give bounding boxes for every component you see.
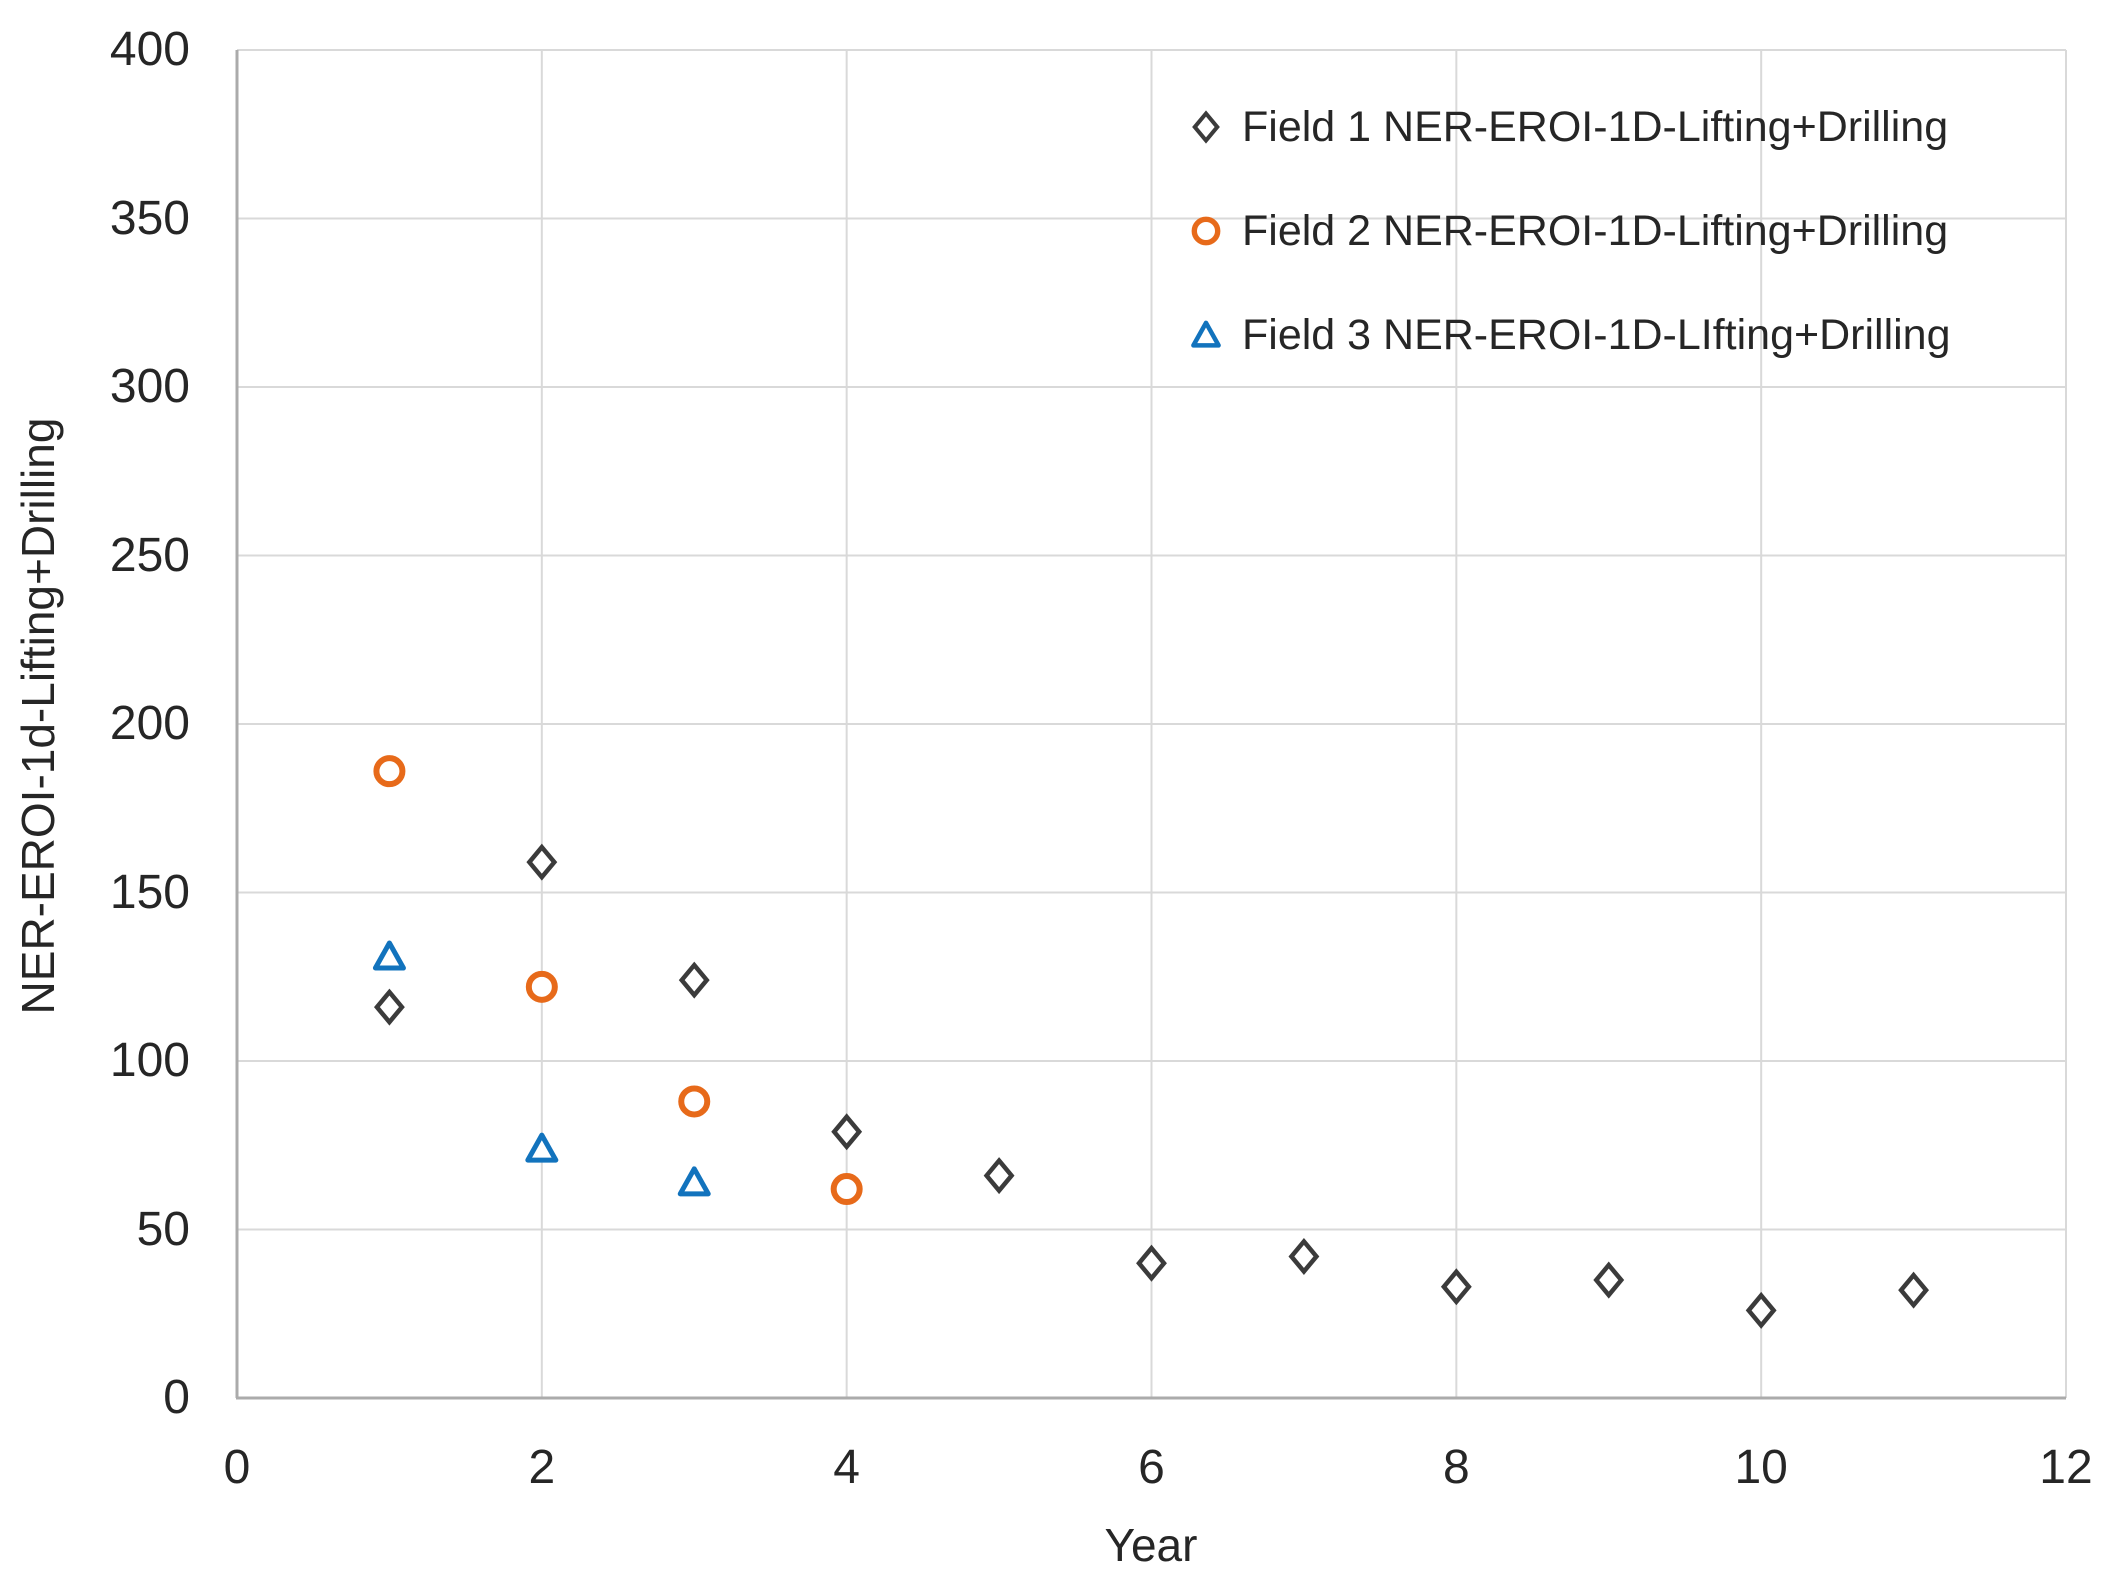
data-point-series1-year7 [1288,1237,1320,1275]
x-tick-label: 2 [528,1441,556,1494]
circle-shape [1191,216,1221,246]
y-tick-label: 250 [109,528,190,582]
data-point-series1-year1 [373,988,405,1026]
legend-label-field-3: Field 3 NER-EROI-1D-LIfting+Drilling [1242,310,1951,359]
x-tick-label: 0 [223,1441,251,1494]
x-tick-label: 6 [1138,1441,1165,1494]
data-point-series1-year2 [526,843,558,881]
data-point-series2-year2 [525,970,558,1003]
data-point-series1-year10 [1745,1291,1777,1329]
x-axis-title: Year [1104,1519,1198,1571]
data-point-series1-year4 [831,1113,863,1151]
y-tick-label: 50 [136,1202,190,1256]
data-point-series1-year5 [983,1157,1015,1195]
legend-label-field-1: Field 1 NER-EROI-1D-Lifting+Drilling [1242,102,1949,151]
data-point-series1-year11 [1898,1271,1930,1309]
data-point-series2-year4 [830,1173,863,1206]
legend-entry-field-3: Field 3 NER-EROI-1D-LIfting+Drilling [1184,300,1951,370]
x-tick-label: 10 [1734,1441,1788,1494]
legend-entry-field-1: Field 1 NER-EROI-1D-Lifting+Drilling [1184,92,1951,162]
data-point-series2-year3 [678,1085,711,1118]
y-axis-title: NER-EROI-1d-Lifting+Drilling [12,417,64,1015]
y-tick-label: 400 [109,23,190,76]
data-point-series1-year3 [678,961,710,999]
data-point-series1-year9 [1593,1261,1625,1299]
y-tick-label: 100 [109,1034,190,1087]
legend: Field 1 NER-EROI-1D-Lifting+Drilling Fie… [1184,92,1951,404]
triangle-shape [1191,320,1221,348]
diamond-shape [1192,110,1220,144]
triangle-marker-icon [1191,320,1221,348]
data-point-series3-year2 [525,1132,559,1163]
data-point-series3-year1 [372,940,406,971]
x-tick-label: 4 [833,1441,860,1494]
data-point-series2-year1 [373,755,406,788]
y-tick-label: 150 [109,865,190,919]
y-tick-label: 200 [109,697,190,750]
y-tick-label: 350 [109,191,190,245]
data-point-series1-year8 [1440,1268,1472,1306]
data-point-series3-year3 [677,1166,711,1197]
x-tick-label: 8 [1442,1441,1470,1494]
data-point-series1-year6 [1136,1244,1167,1282]
diamond-marker-icon [1192,110,1220,144]
x-tick-label: 12 [2039,1441,2093,1494]
legend-label-field-2: Field 2 NER-EROI-1D-Lifting+Drilling [1242,206,1949,255]
legend-entry-field-2: Field 2 NER-EROI-1D-Lifting+Drilling [1184,196,1951,266]
y-tick-label: 0 [163,1371,190,1424]
circle-marker-icon [1191,216,1221,246]
y-tick-label: 300 [109,360,190,413]
